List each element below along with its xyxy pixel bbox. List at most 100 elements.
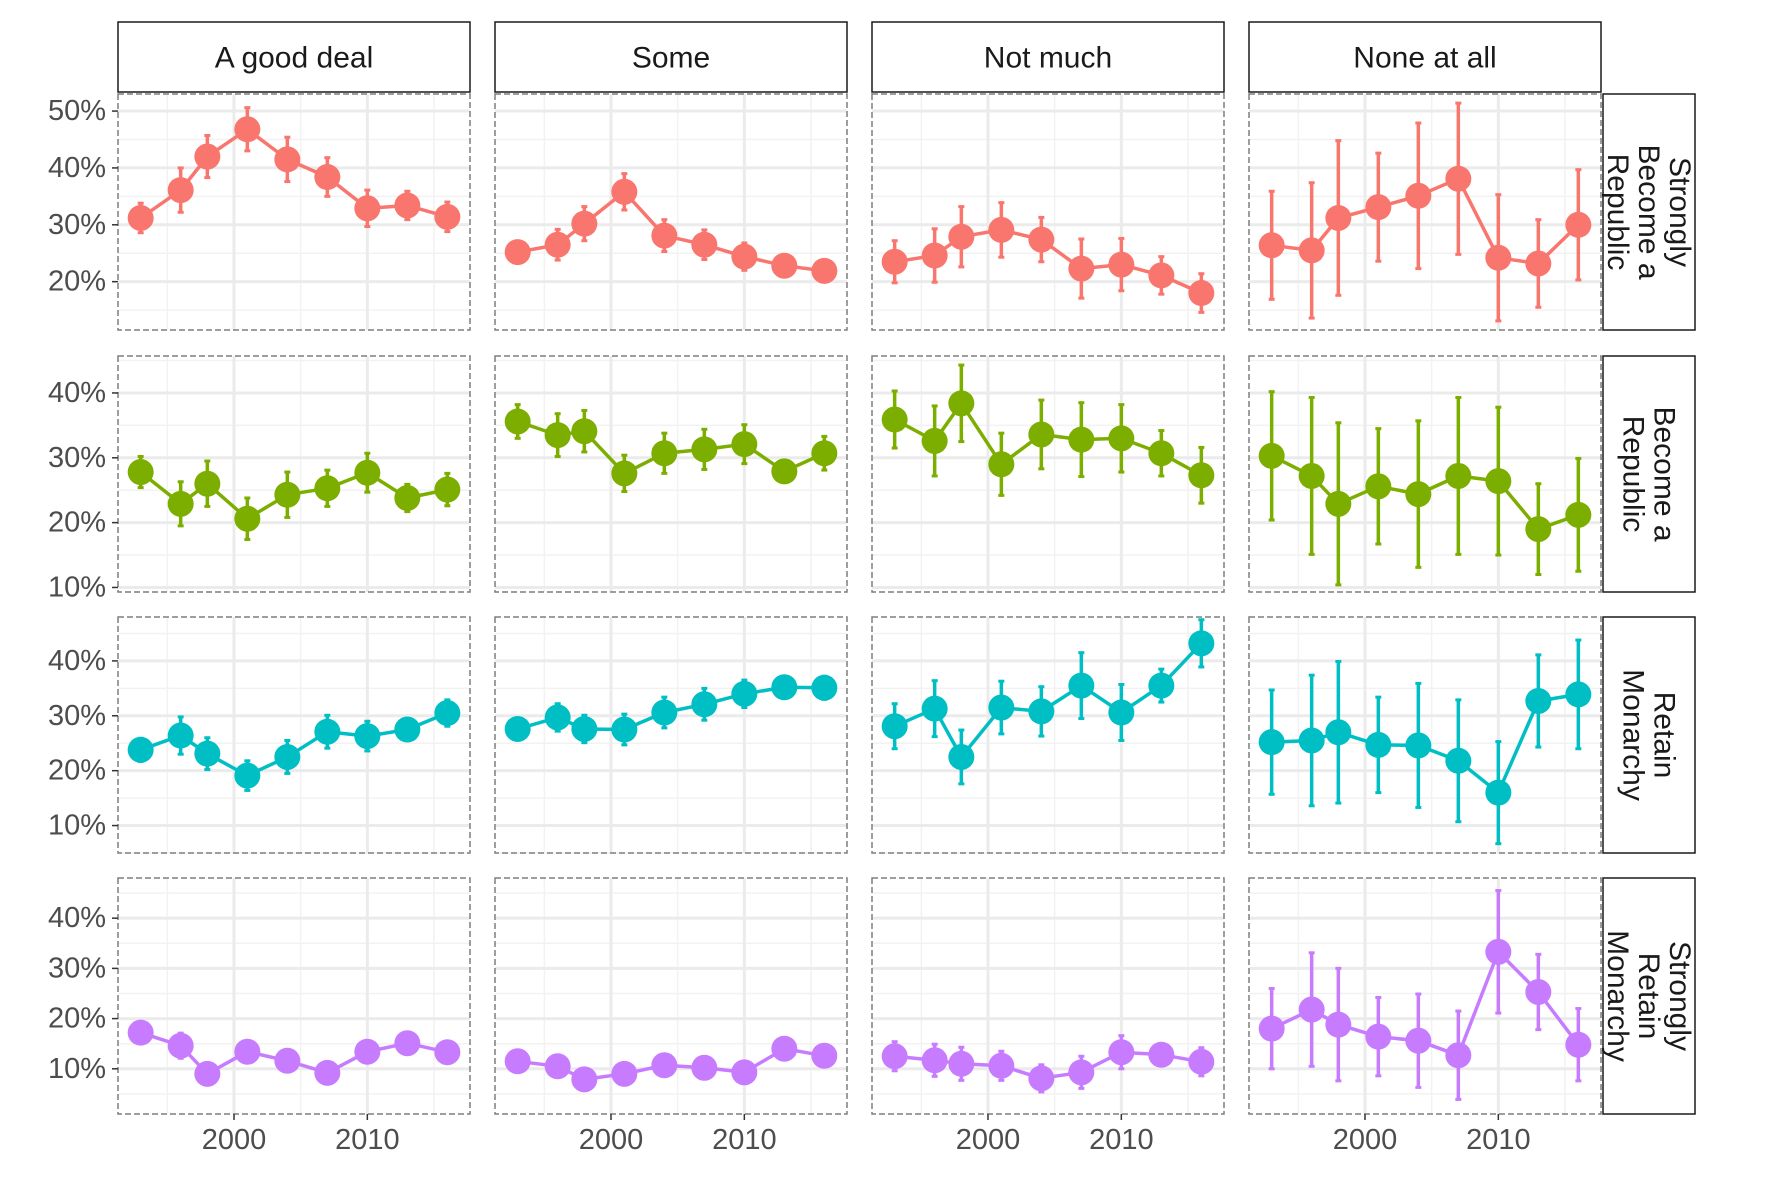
data-point bbox=[1565, 1031, 1592, 1058]
data-point bbox=[651, 699, 678, 726]
y-tick-label: 20% bbox=[48, 1003, 106, 1035]
data-point bbox=[988, 451, 1015, 478]
data-point bbox=[314, 475, 341, 502]
data-point bbox=[1325, 719, 1352, 746]
y-tick-label: 10% bbox=[48, 810, 106, 842]
row-strip bbox=[1602, 616, 1696, 854]
row-strip bbox=[1602, 355, 1696, 593]
data-point bbox=[771, 1035, 798, 1062]
data-point bbox=[611, 460, 638, 487]
data-point bbox=[394, 484, 421, 511]
data-point bbox=[127, 459, 154, 486]
data-point bbox=[1525, 250, 1552, 277]
panel-border bbox=[1248, 877, 1602, 1115]
y-tick-label: 40% bbox=[48, 377, 106, 409]
data-point bbox=[434, 1039, 461, 1066]
data-point bbox=[194, 1060, 221, 1087]
row-strip-label-line: Strongly bbox=[1663, 157, 1696, 267]
data-point bbox=[1365, 473, 1392, 500]
data-point bbox=[571, 210, 598, 237]
data-point bbox=[1068, 1059, 1095, 1086]
data-point bbox=[811, 440, 838, 467]
row-strip-label-line: Retain bbox=[1632, 953, 1665, 1040]
data-point bbox=[434, 700, 461, 727]
data-point bbox=[881, 1043, 908, 1070]
data-point bbox=[1325, 204, 1352, 231]
data-point bbox=[1525, 516, 1552, 543]
data-point bbox=[314, 1059, 341, 1086]
data-point bbox=[948, 223, 975, 250]
data-point bbox=[1298, 462, 1325, 489]
panel-background bbox=[495, 94, 847, 330]
data-point bbox=[504, 408, 531, 435]
data-point bbox=[811, 674, 838, 701]
row-strip-label-line: Republic bbox=[1601, 154, 1634, 271]
data-point bbox=[167, 177, 194, 204]
x-tick-label: 2010 bbox=[1466, 1124, 1531, 1156]
data-point bbox=[394, 716, 421, 743]
panel-border bbox=[871, 93, 1225, 331]
data-point bbox=[1108, 1039, 1135, 1066]
data-point bbox=[948, 1050, 975, 1077]
data-point bbox=[504, 239, 531, 266]
data-point bbox=[771, 674, 798, 701]
data-point bbox=[1108, 251, 1135, 278]
data-point bbox=[1188, 1048, 1215, 1075]
x-tick-label: 2010 bbox=[335, 1124, 400, 1156]
data-point bbox=[1188, 462, 1215, 489]
data-point bbox=[434, 203, 461, 230]
data-point bbox=[127, 736, 154, 763]
data-point bbox=[1148, 1041, 1175, 1068]
data-point bbox=[504, 715, 531, 742]
data-point bbox=[1485, 938, 1512, 965]
data-point bbox=[1028, 698, 1055, 725]
data-point bbox=[194, 143, 221, 170]
data-point bbox=[921, 242, 948, 269]
data-point bbox=[1525, 687, 1552, 714]
data-point bbox=[1405, 481, 1432, 508]
data-point bbox=[1365, 1023, 1392, 1050]
data-point bbox=[167, 490, 194, 517]
data-point bbox=[1565, 211, 1592, 238]
panel-border bbox=[494, 877, 848, 1115]
data-point bbox=[731, 243, 758, 270]
data-point bbox=[988, 1052, 1015, 1079]
y-tick-label: 40% bbox=[48, 645, 106, 677]
data-point bbox=[234, 116, 261, 143]
y-tick-label: 30% bbox=[48, 952, 106, 984]
data-point bbox=[691, 1054, 718, 1081]
data-point bbox=[571, 715, 598, 742]
row-strip-label-line: Strongly bbox=[1663, 941, 1696, 1051]
data-point bbox=[811, 257, 838, 284]
data-point bbox=[1565, 681, 1592, 708]
y-tick-label: 30% bbox=[48, 442, 106, 474]
data-point bbox=[881, 248, 908, 275]
data-point bbox=[1068, 426, 1095, 453]
data-point bbox=[691, 691, 718, 718]
column-strip-2: Some bbox=[494, 21, 848, 93]
row-strip bbox=[1602, 93, 1696, 331]
column-strip-label: Some bbox=[632, 42, 710, 75]
data-point bbox=[167, 1032, 194, 1059]
column-strip-label: Not much bbox=[984, 42, 1112, 75]
data-point bbox=[354, 1038, 381, 1065]
data-point bbox=[611, 178, 638, 205]
data-point bbox=[771, 458, 798, 485]
data-point bbox=[948, 390, 975, 417]
panel-background bbox=[872, 356, 1224, 592]
x-tick-label: 2010 bbox=[1089, 1124, 1154, 1156]
data-point bbox=[544, 1053, 571, 1080]
data-point bbox=[988, 694, 1015, 721]
data-point bbox=[1148, 262, 1175, 289]
y-tick-label: 40% bbox=[48, 902, 106, 934]
row-strip-label: Become aRepublic bbox=[1617, 406, 1681, 541]
data-point bbox=[1298, 237, 1325, 264]
data-point bbox=[811, 1042, 838, 1069]
data-point bbox=[1445, 747, 1472, 774]
column-strip-4: None at all bbox=[1248, 21, 1602, 93]
panel-background bbox=[118, 356, 470, 592]
y-tick-label: 20% bbox=[48, 507, 106, 539]
data-point bbox=[1365, 731, 1392, 758]
data-point bbox=[504, 1048, 531, 1075]
